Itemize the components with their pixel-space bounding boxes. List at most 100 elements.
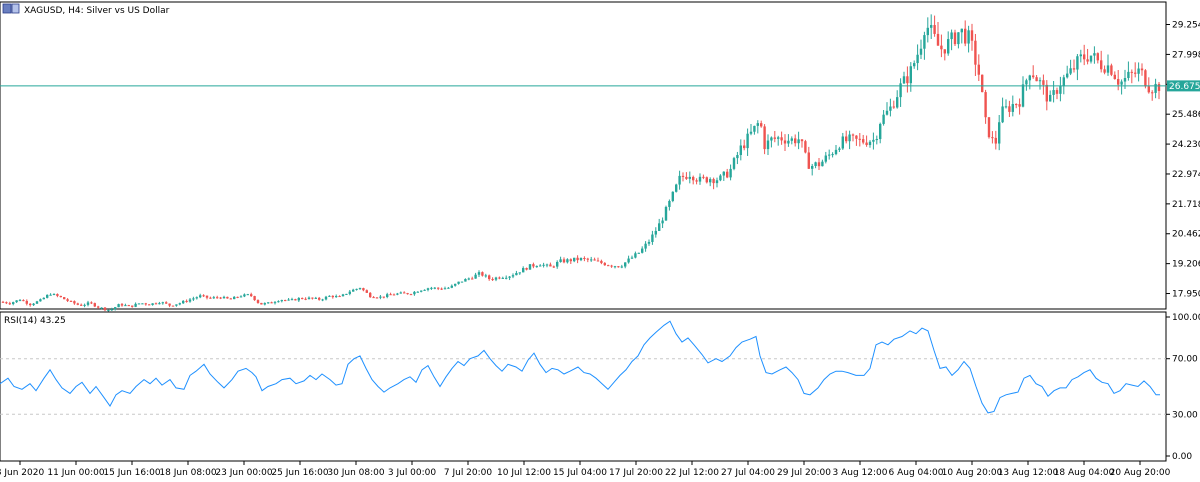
candle bbox=[831, 152, 834, 158]
candle bbox=[127, 304, 130, 307]
time-tick-label: 7 Jul 20:00 bbox=[444, 468, 493, 478]
candle-body bbox=[1035, 77, 1038, 82]
candle-body bbox=[256, 300, 260, 303]
candle-body bbox=[634, 253, 637, 258]
candle bbox=[838, 146, 841, 153]
candle bbox=[702, 174, 705, 180]
candle-body bbox=[437, 287, 440, 289]
candle-body bbox=[569, 259, 572, 262]
candle bbox=[290, 297, 294, 301]
candle-body bbox=[882, 114, 885, 124]
candle bbox=[749, 124, 753, 136]
candle-body bbox=[35, 301, 39, 304]
candle-body bbox=[321, 299, 324, 301]
candle-body bbox=[970, 30, 974, 41]
candle bbox=[600, 259, 603, 265]
candle bbox=[1001, 97, 1004, 124]
candle bbox=[301, 297, 304, 300]
candle-body bbox=[528, 264, 532, 270]
candle bbox=[284, 299, 287, 302]
candle bbox=[12, 301, 15, 306]
candle bbox=[909, 62, 912, 92]
candle bbox=[93, 302, 96, 308]
candle-body bbox=[188, 299, 192, 302]
candle-body bbox=[202, 295, 205, 297]
candle bbox=[148, 304, 151, 306]
candle-body bbox=[103, 307, 107, 311]
price-pane[interactable] bbox=[0, 1, 1167, 312]
candle bbox=[542, 262, 545, 268]
candle bbox=[855, 135, 858, 146]
candle bbox=[644, 241, 647, 252]
candle-body bbox=[396, 293, 399, 295]
candle-body bbox=[627, 258, 630, 263]
candle-body bbox=[158, 303, 161, 305]
candle-body bbox=[406, 293, 409, 295]
candle-body bbox=[532, 264, 535, 267]
candle bbox=[1038, 77, 1042, 90]
candle-body bbox=[804, 141, 807, 153]
candle bbox=[770, 136, 773, 148]
candle-body bbox=[1086, 59, 1089, 62]
candle-body bbox=[392, 294, 396, 296]
candle bbox=[15, 300, 18, 303]
candle-body bbox=[1089, 55, 1093, 62]
candle bbox=[59, 295, 62, 298]
candle-body bbox=[834, 149, 838, 155]
price-tick-label: 24.230 bbox=[1172, 140, 1200, 150]
candle bbox=[634, 251, 637, 259]
candle-body bbox=[800, 139, 804, 142]
candle-body bbox=[270, 302, 273, 304]
candle bbox=[794, 134, 797, 147]
candle bbox=[964, 20, 967, 47]
candle-body bbox=[178, 303, 181, 305]
candle-body bbox=[817, 162, 821, 167]
candle-body bbox=[994, 137, 997, 144]
window-title-bar: XAGUSD, H4: Silver vs US Dollar bbox=[2, 3, 170, 16]
candle bbox=[1117, 69, 1120, 91]
candle bbox=[950, 29, 953, 51]
candle bbox=[171, 305, 175, 307]
candle bbox=[889, 98, 892, 117]
candle-body bbox=[389, 294, 392, 296]
candle-body bbox=[763, 126, 766, 150]
candle bbox=[467, 277, 470, 281]
candle bbox=[161, 301, 164, 305]
candle-body bbox=[756, 123, 759, 126]
candle bbox=[807, 146, 810, 169]
candle bbox=[8, 301, 11, 306]
candle-body bbox=[1137, 68, 1140, 74]
candle-body bbox=[1079, 54, 1082, 57]
candle-body bbox=[522, 268, 525, 273]
candle-body bbox=[216, 297, 219, 299]
candle-body bbox=[899, 83, 902, 98]
candle-body bbox=[477, 272, 481, 275]
candle-body bbox=[811, 165, 814, 169]
candle-body bbox=[590, 259, 593, 261]
candle bbox=[593, 257, 596, 261]
candle bbox=[246, 293, 249, 296]
candle-body bbox=[661, 220, 664, 224]
candle bbox=[1069, 59, 1072, 76]
candle bbox=[573, 257, 576, 263]
candle-body bbox=[22, 300, 25, 302]
candle bbox=[209, 296, 212, 299]
candle-body bbox=[1045, 84, 1048, 102]
candle bbox=[1032, 65, 1035, 79]
candle-body bbox=[137, 303, 141, 305]
candle bbox=[433, 287, 436, 290]
candle bbox=[678, 170, 681, 190]
candle bbox=[824, 151, 827, 164]
candle bbox=[848, 130, 851, 150]
chart-window-icon[interactable] bbox=[2, 3, 20, 14]
candle bbox=[603, 262, 606, 266]
rsi-pane[interactable]: RSI(14) 43.25 bbox=[0, 311, 1167, 462]
candle-body bbox=[1052, 90, 1055, 95]
candle-body bbox=[1055, 90, 1059, 94]
candle-body bbox=[494, 277, 498, 280]
candle-body bbox=[600, 260, 603, 264]
candle-body bbox=[964, 28, 967, 44]
candle-body bbox=[352, 289, 355, 292]
candle bbox=[382, 296, 385, 299]
candle-body bbox=[1106, 65, 1110, 73]
